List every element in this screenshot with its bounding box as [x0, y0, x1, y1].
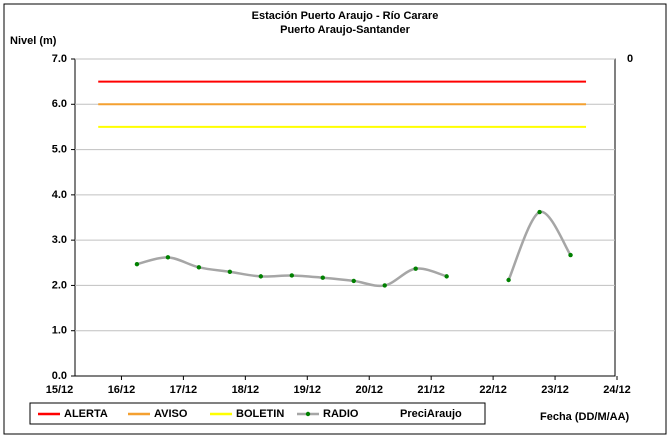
data-point: [537, 209, 542, 215]
data-point: [165, 255, 171, 260]
data-point: [351, 278, 356, 284]
x-tick-label: 18/12: [232, 384, 260, 396]
x-tick-label: 21/12: [417, 384, 445, 396]
x-tick-label: 24/12: [603, 384, 631, 396]
y-tick-label: 3.0: [52, 234, 67, 246]
legend-label: ALERTA: [64, 408, 108, 420]
data-point: [289, 273, 294, 278]
data-point: [227, 269, 233, 275]
chart-subtitle: Puerto Araujo-Santander: [280, 24, 410, 36]
x-tick-label: 19/12: [294, 384, 322, 396]
data-point: [258, 274, 264, 279]
y-tick-label: 4.0: [52, 189, 67, 201]
y-tick-label: 0.0: [52, 370, 67, 382]
y-tick-label: 6.0: [52, 98, 67, 110]
legend-box: [29, 402, 486, 425]
y-axis-label: Nivel (m): [10, 35, 57, 47]
data-point: [413, 266, 418, 271]
chart-title: Estación Puerto Araujo - Río Carare: [252, 10, 439, 22]
x-tick-label: 20/12: [355, 384, 383, 396]
data-point: [506, 277, 511, 283]
y-tick-label: 2.0: [52, 279, 67, 291]
y-tick-label: 1.0: [52, 325, 67, 337]
x-tick-label: 15/12: [46, 384, 74, 396]
legend-label: AVISO: [154, 408, 188, 420]
y2-tick-label: 0: [627, 53, 633, 65]
x-tick-label: 23/12: [541, 384, 569, 396]
y-tick-label: 7.0: [52, 53, 67, 65]
data-point: [320, 275, 325, 280]
data-point: [568, 252, 573, 258]
legend-label: RADIO: [323, 408, 359, 420]
y-tick-label: 5.0: [52, 143, 67, 155]
data-point: [196, 265, 202, 270]
data-point: [444, 274, 449, 279]
data-point: [134, 261, 140, 267]
x-tick-label: 16/12: [108, 384, 136, 396]
legend-label: PreciAraujo: [400, 408, 462, 420]
x-axis-label: Fecha (DD/M/AA): [540, 411, 630, 423]
data-point: [382, 283, 387, 288]
x-tick-label: 17/12: [170, 384, 198, 396]
x-tick-label: 22/12: [479, 384, 507, 396]
legend-marker: [305, 411, 311, 417]
legend-label: BOLETIN: [236, 408, 284, 420]
